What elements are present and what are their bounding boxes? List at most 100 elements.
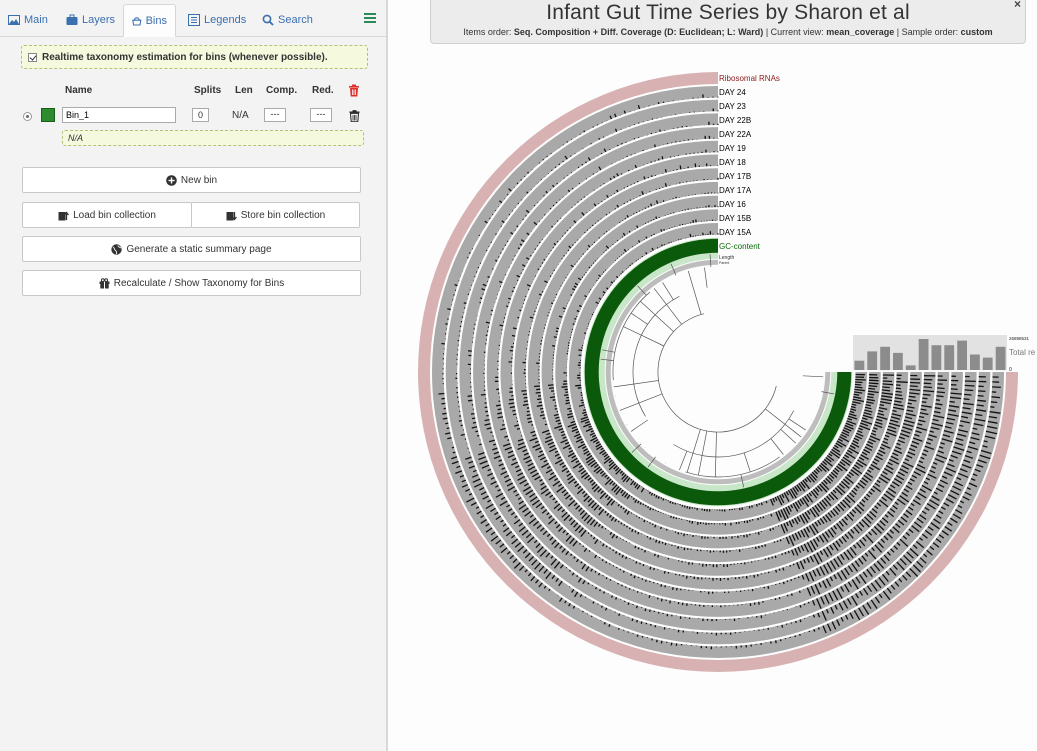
coverage-bars (494, 149, 947, 595)
tab-main-label: Main (24, 13, 48, 26)
total-reads-max-label: 26898531 (1009, 336, 1030, 341)
close-title-button[interactable]: × (1014, 0, 1022, 11)
tab-bar: Main Layers Bins Legends Search (0, 0, 386, 37)
sample-order-value: custom (960, 27, 993, 37)
column-header-len: Len (235, 85, 253, 96)
list-icon (188, 13, 200, 26)
hamburger-menu-icon[interactable] (363, 11, 377, 25)
total-reads-bar[interactable] (970, 354, 980, 371)
load-bin-collection-button[interactable]: Load bin collection (22, 202, 192, 228)
layer-label[interactable]: DAY 22A (719, 130, 752, 139)
store-bin-collection-label: Store bin collection (240, 209, 326, 221)
column-header-name: Name (65, 85, 93, 96)
layer-label[interactable]: DAY 22B (719, 116, 751, 125)
layer-label[interactable]: GC-content (719, 242, 761, 251)
sample-ring[interactable] (569, 223, 867, 521)
title-panel: Infant Gut Time Series by Sharon et al I… (430, 0, 1026, 44)
generate-summary-button[interactable]: Generate a static summary page (22, 236, 361, 262)
total-reads-bar[interactable] (982, 357, 993, 370)
layer-label[interactable]: DAY 23 (719, 102, 746, 111)
tab-legends-label: Legends (204, 13, 247, 26)
sidebar: Main Layers Bins Legends Search Realtime… (0, 0, 388, 751)
layer-label[interactable]: DAY 17B (719, 172, 751, 181)
new-bin-button[interactable]: New bin (22, 167, 361, 193)
total-reads-bar[interactable] (893, 352, 903, 370)
realtime-taxonomy-label: Realtime taxonomy estimation for bins (w… (42, 51, 328, 63)
layer-label[interactable]: DAY 16 (719, 200, 746, 209)
upload-icon (58, 210, 70, 220)
image-icon (8, 14, 20, 25)
items-order-label: Items order: (463, 27, 512, 37)
coverage-bars (521, 177, 921, 568)
download-icon (226, 211, 237, 221)
tab-main[interactable]: Main (0, 4, 56, 35)
gc-content-ring[interactable] (584, 238, 852, 506)
recalculate-taxonomy-button[interactable]: Recalculate / Show Taxonomy for Bins (22, 270, 361, 296)
load-bin-collection-label: Load bin collection (73, 209, 156, 221)
coverage-bars (508, 163, 936, 581)
sample-ring[interactable] (445, 99, 991, 645)
realtime-taxonomy-option: Realtime taxonomy estimation for bins (w… (21, 45, 368, 69)
total-reads-label: Total re (1009, 348, 1036, 357)
column-header-comp: Comp. (266, 85, 298, 96)
coverage-bars (467, 121, 976, 622)
layer-label[interactable]: DAY 24 (719, 88, 746, 97)
layer-label[interactable]: DAY 15A (719, 228, 752, 237)
dendrogram (600, 254, 834, 488)
layer-label[interactable]: Length (719, 255, 735, 261)
bin-color-swatch[interactable] (41, 108, 55, 122)
realtime-taxonomy-checkbox[interactable] (28, 52, 37, 62)
delete-all-trash-icon[interactable] (348, 84, 360, 97)
sample-order-label: Sample order: (901, 27, 959, 37)
globe-icon (111, 243, 123, 255)
rings-group (418, 72, 1018, 672)
total-reads-bar[interactable] (854, 360, 865, 370)
bin-completion-button[interactable]: --- (264, 108, 286, 122)
tab-search[interactable]: Search (254, 4, 321, 35)
view-info: Items order: Seq. Composition + Diff. Co… (431, 27, 1025, 37)
bin-splits-count[interactable]: 0 (192, 108, 209, 122)
length-ring[interactable] (605, 259, 831, 485)
dendrogram-branches (600, 254, 834, 488)
current-view-value: mean_coverage (826, 27, 895, 37)
layer-label[interactable]: Parent (719, 261, 729, 265)
coverage-bars (480, 135, 962, 608)
bin-length-value: N/A (232, 110, 249, 121)
tab-search-label: Search (278, 13, 313, 26)
tab-layers[interactable]: Layers (58, 4, 123, 35)
delete-bin-trash-icon[interactable] (349, 110, 360, 122)
recalculate-taxonomy-label: Recalculate / Show Taxonomy for Bins (113, 277, 285, 289)
layer-label[interactable]: Ribosomal RNAs (719, 74, 780, 83)
coverage-bars (547, 205, 894, 539)
bin-select-radio[interactable] (23, 112, 32, 121)
store-bin-collection-button[interactable]: Store bin collection (191, 202, 360, 228)
tab-bins-label: Bins (145, 14, 167, 27)
total-reads-bar[interactable] (957, 340, 967, 370)
search-icon (262, 14, 274, 26)
total-reads-bar[interactable] (880, 346, 890, 371)
bins-icon (132, 16, 142, 26)
layer-label[interactable]: DAY 15B (719, 214, 751, 223)
current-view-label: Current view: (770, 27, 824, 37)
bin-name-input[interactable] (62, 107, 176, 123)
bin-redundancy-button[interactable]: --- (310, 108, 332, 122)
briefcase-icon (66, 14, 78, 25)
tab-bins[interactable]: Bins (123, 4, 176, 37)
total-reads-chart: 26898531 Total re 0 (853, 335, 1036, 373)
layer-label[interactable]: DAY 17A (719, 186, 752, 195)
column-header-splits: Splits (194, 85, 222, 96)
gift-icon (99, 277, 110, 288)
separator: | (765, 27, 771, 37)
total-reads-bar[interactable] (918, 339, 929, 370)
total-reads-min-label: 0 (1009, 367, 1012, 373)
total-reads-bar[interactable] (944, 345, 955, 370)
layer-label[interactable]: DAY 19 (719, 144, 746, 153)
layer-label[interactable]: DAY 18 (719, 158, 746, 167)
tab-legends[interactable]: Legends (180, 4, 254, 35)
total-reads-bar[interactable] (867, 351, 878, 370)
total-reads-bar[interactable] (931, 345, 942, 370)
total-reads-bar[interactable] (995, 346, 1006, 371)
total-reads-bar[interactable] (905, 365, 916, 370)
new-bin-label: New bin (180, 174, 218, 186)
